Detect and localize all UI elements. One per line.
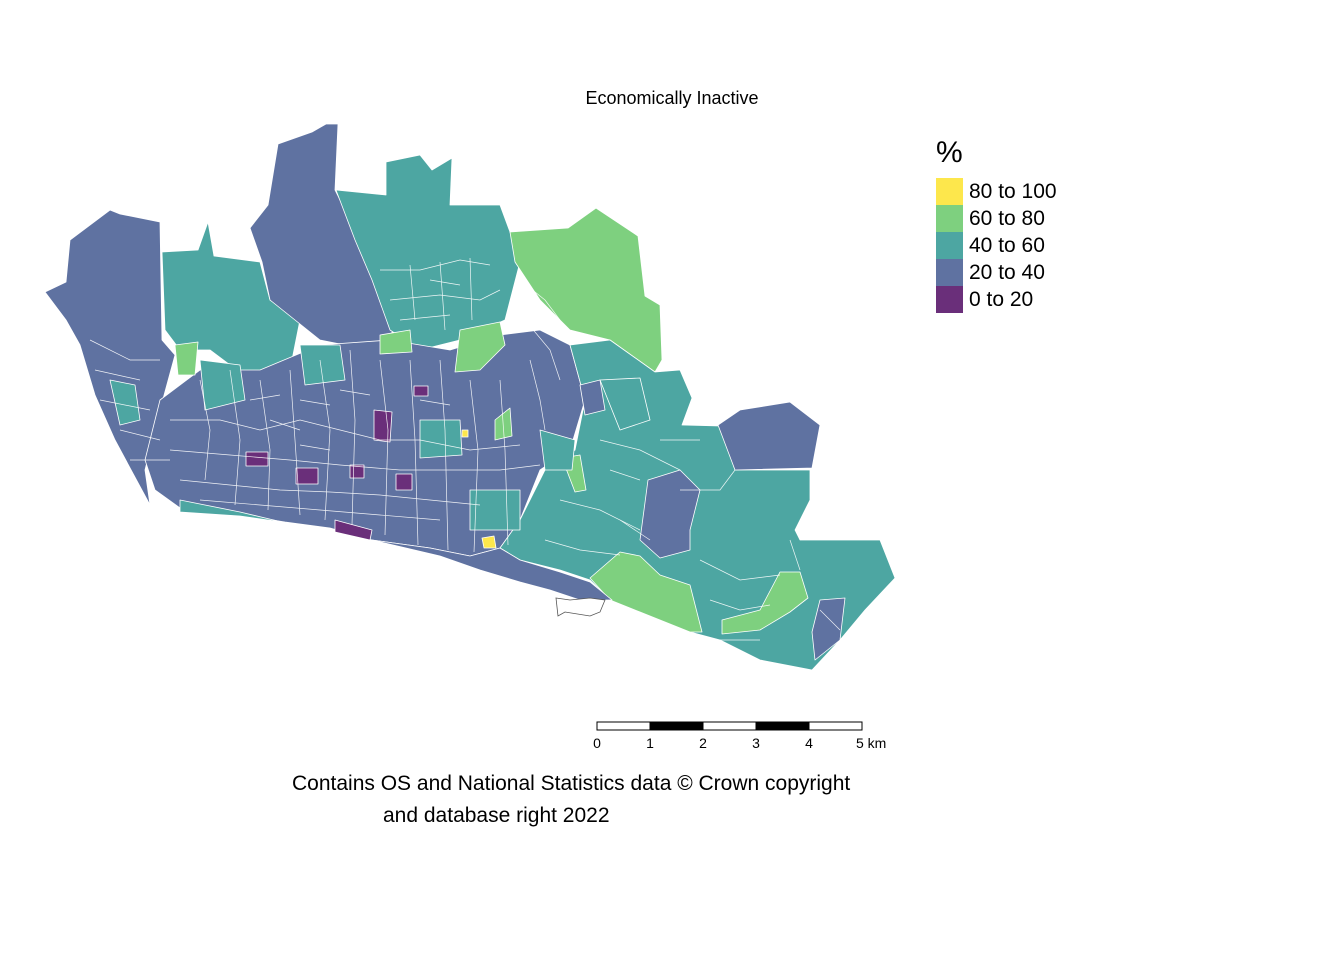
- boundary-lines: [89, 257, 841, 641]
- scale-tick-5: 5 km: [856, 735, 886, 751]
- scale-tick-3: 3: [752, 735, 760, 751]
- marina-outline: [555, 597, 606, 617]
- scale-tick-0: 0: [593, 735, 601, 751]
- region-east-dark-mid: [639, 469, 701, 559]
- legend-swatch: [936, 178, 963, 205]
- legend-swatch: [936, 259, 963, 286]
- region-south-green: [589, 551, 703, 633]
- scale-bar: 0 1 2 3 4 5 km: [593, 721, 886, 751]
- legend-swatch: [936, 205, 963, 232]
- region-teal-e: [179, 499, 283, 523]
- region-west-outer: [44, 209, 176, 506]
- region-teal-d: [469, 489, 521, 531]
- region-teal-g: [539, 429, 576, 471]
- scale-tick-2: 2: [699, 735, 707, 751]
- legend-label: 20 to 40: [969, 260, 1045, 284]
- region-east-dark-top: [717, 401, 821, 471]
- legend-swatch: [936, 286, 963, 313]
- region-green-e: [494, 407, 513, 441]
- map-title: Economically Inactive: [585, 88, 759, 108]
- region-teal-b: [299, 344, 346, 386]
- legend-label: 40 to 60: [969, 233, 1045, 257]
- copyright-credit: Contains OS and National Statistics data…: [292, 768, 850, 832]
- region-teal-c: [419, 419, 463, 459]
- legend: % 80 to 100 60 to 80 40 to 60 20 to 40 0…: [936, 136, 1057, 313]
- region-yellow-b: [461, 429, 469, 438]
- credit-line-1: Contains OS and National Statistics data…: [292, 772, 851, 795]
- region-purple-b: [373, 409, 393, 443]
- region-teal-h: [599, 377, 651, 431]
- legend-title: %: [936, 136, 963, 169]
- map-regions: [44, 123, 896, 671]
- legend-item: 80 to 100: [936, 178, 1057, 205]
- legend-swatch: [936, 232, 963, 259]
- region-green-b: [379, 329, 413, 355]
- legend-item: 40 to 60: [936, 232, 1057, 259]
- region-purple-a: [334, 519, 373, 541]
- region-east-dark-small: [811, 597, 846, 661]
- region-east-green: [721, 571, 809, 635]
- region-purple-e: [395, 473, 413, 491]
- region-coast-dark: [371, 539, 613, 601]
- legend-label: 80 to 100: [969, 179, 1057, 203]
- region-green-c: [454, 321, 506, 373]
- region-green-a: [174, 341, 199, 376]
- scale-tick-1: 1: [646, 735, 654, 751]
- legend-item: 20 to 40: [936, 259, 1057, 286]
- region-purple-d: [295, 467, 319, 485]
- region-ne-green: [509, 207, 663, 373]
- legend-item: 60 to 80: [936, 205, 1057, 232]
- region-east-dark-b: [579, 379, 606, 416]
- region-yellow-a: [481, 535, 497, 549]
- region-purple-c: [245, 451, 269, 467]
- legend-label: 0 to 20: [969, 287, 1034, 311]
- region-purple-f: [413, 385, 429, 397]
- legend-item: 0 to 20: [936, 286, 1057, 313]
- credit-line-2: and database right 2022: [383, 804, 610, 827]
- legend-label: 60 to 80: [969, 206, 1045, 230]
- scale-tick-4: 4: [805, 735, 813, 751]
- region-teal-f: [109, 379, 141, 426]
